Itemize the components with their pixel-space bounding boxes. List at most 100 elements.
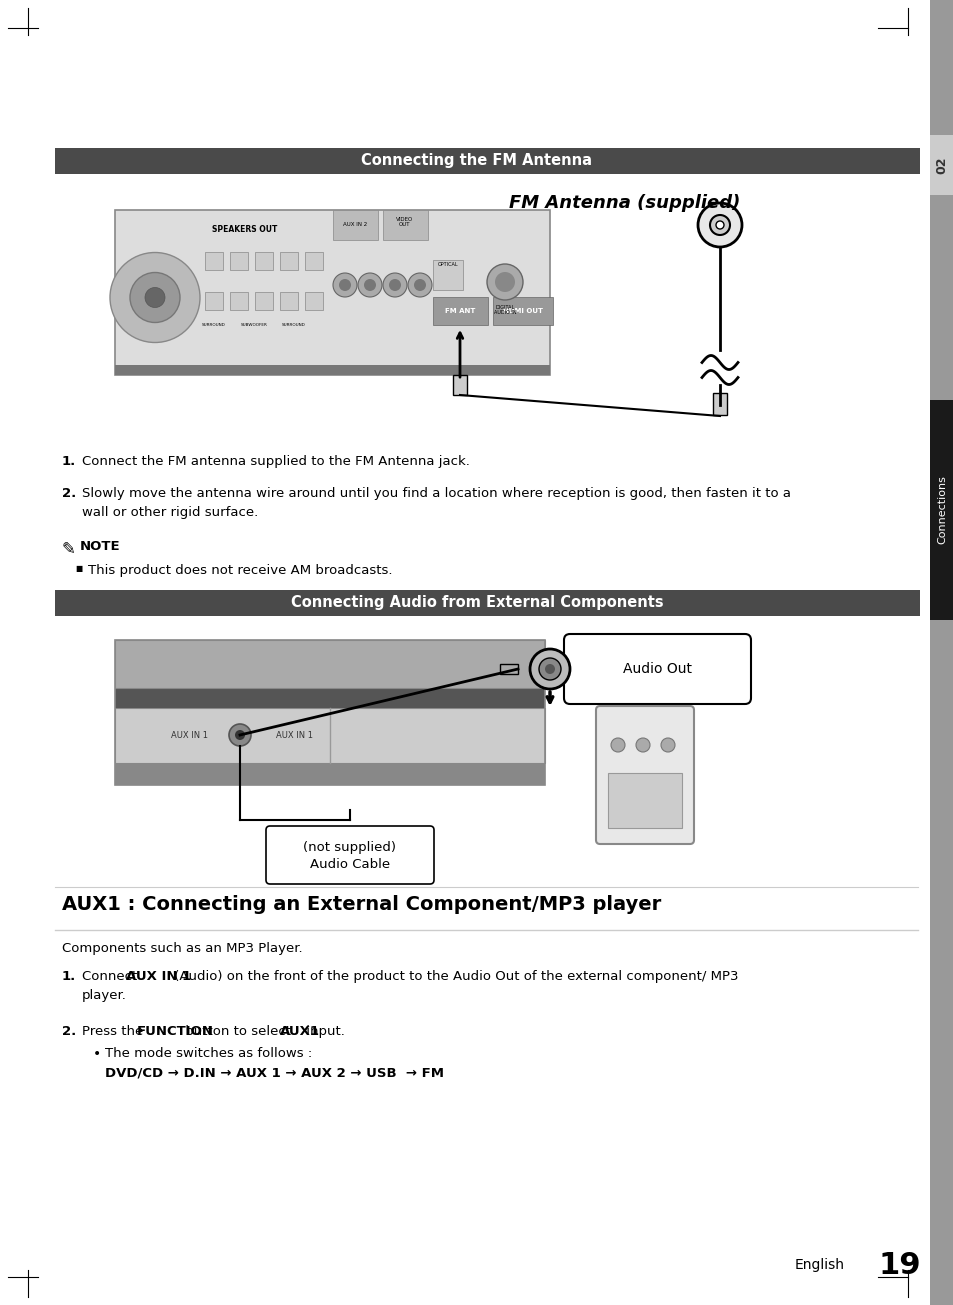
Text: Slowly move the antenna wire around until you find a location where reception is: Slowly move the antenna wire around unti… <box>82 487 790 500</box>
Circle shape <box>636 739 649 752</box>
Circle shape <box>145 287 165 308</box>
FancyBboxPatch shape <box>266 826 434 883</box>
Circle shape <box>333 273 356 298</box>
FancyBboxPatch shape <box>55 590 919 616</box>
Text: SUBWOOFER: SUBWOOFER <box>240 324 267 328</box>
Text: SPEAKERS OUT: SPEAKERS OUT <box>213 226 277 235</box>
Text: FM Antenna (supplied): FM Antenna (supplied) <box>509 194 740 211</box>
Text: 1.: 1. <box>62 970 76 983</box>
FancyBboxPatch shape <box>230 252 248 270</box>
FancyBboxPatch shape <box>929 134 953 194</box>
Text: Components such as an MP3 Player.: Components such as an MP3 Player. <box>62 942 302 955</box>
Text: ■: ■ <box>75 564 82 573</box>
Text: Audio Out: Audio Out <box>622 662 691 676</box>
Circle shape <box>538 658 560 680</box>
FancyBboxPatch shape <box>205 292 223 311</box>
FancyBboxPatch shape <box>305 252 323 270</box>
Text: Connections: Connections <box>936 475 946 544</box>
FancyBboxPatch shape <box>115 365 550 375</box>
FancyBboxPatch shape <box>712 393 726 415</box>
FancyBboxPatch shape <box>563 634 750 703</box>
Text: player.: player. <box>82 989 127 1002</box>
FancyBboxPatch shape <box>55 147 919 174</box>
Circle shape <box>364 279 375 291</box>
Text: 2.: 2. <box>62 1024 76 1037</box>
FancyBboxPatch shape <box>254 252 273 270</box>
Text: English: English <box>794 1258 844 1272</box>
FancyBboxPatch shape <box>115 639 544 688</box>
Text: AUX IN 1: AUX IN 1 <box>276 731 314 740</box>
FancyBboxPatch shape <box>305 292 323 311</box>
Circle shape <box>716 221 723 228</box>
Text: •: • <box>92 1047 101 1061</box>
FancyBboxPatch shape <box>433 260 462 290</box>
FancyBboxPatch shape <box>205 252 223 270</box>
Circle shape <box>357 273 381 298</box>
Text: SURROUND: SURROUND <box>202 324 226 328</box>
Text: 2.: 2. <box>62 487 76 500</box>
Circle shape <box>110 252 200 342</box>
Text: Audio Cable: Audio Cable <box>310 859 390 872</box>
FancyBboxPatch shape <box>493 298 553 325</box>
Text: FUNCTION: FUNCTION <box>137 1024 213 1037</box>
Text: 02: 02 <box>935 157 947 174</box>
Text: HDMI OUT: HDMI OUT <box>502 308 542 315</box>
Circle shape <box>698 204 741 247</box>
FancyBboxPatch shape <box>333 210 377 240</box>
Circle shape <box>229 724 251 746</box>
Text: OPTICAL: OPTICAL <box>437 262 457 268</box>
Circle shape <box>408 273 432 298</box>
Circle shape <box>660 739 675 752</box>
Text: 1.: 1. <box>62 455 76 468</box>
FancyBboxPatch shape <box>115 709 544 763</box>
FancyBboxPatch shape <box>929 401 953 620</box>
Text: AUX IN 1: AUX IN 1 <box>126 970 192 983</box>
Text: AUX IN 2: AUX IN 2 <box>342 222 367 227</box>
Circle shape <box>530 649 569 689</box>
FancyBboxPatch shape <box>596 706 693 844</box>
Text: FM ANT: FM ANT <box>444 308 475 315</box>
Text: wall or other rigid surface.: wall or other rigid surface. <box>82 506 258 519</box>
Text: Press the: Press the <box>82 1024 148 1037</box>
Text: 19: 19 <box>878 1250 921 1279</box>
Circle shape <box>130 273 180 322</box>
FancyBboxPatch shape <box>115 210 550 375</box>
Text: AUX1 : Connecting an External Component/MP3 player: AUX1 : Connecting an External Component/… <box>62 895 660 913</box>
FancyBboxPatch shape <box>929 0 953 1305</box>
Text: DVD/CD → D.IN → AUX 1 → AUX 2 → USB  → FM: DVD/CD → D.IN → AUX 1 → AUX 2 → USB → FM <box>105 1066 443 1079</box>
FancyBboxPatch shape <box>382 210 428 240</box>
Text: The mode switches as follows :: The mode switches as follows : <box>105 1047 312 1060</box>
Text: NOTE: NOTE <box>80 540 120 553</box>
FancyBboxPatch shape <box>499 664 517 673</box>
FancyBboxPatch shape <box>280 292 297 311</box>
FancyBboxPatch shape <box>254 292 273 311</box>
FancyBboxPatch shape <box>280 252 297 270</box>
Circle shape <box>610 739 624 752</box>
FancyBboxPatch shape <box>115 688 544 709</box>
Text: ✎: ✎ <box>62 540 76 559</box>
Text: AUX IN 1: AUX IN 1 <box>172 731 209 740</box>
Circle shape <box>414 279 426 291</box>
Text: Connecting the FM Antenna: Connecting the FM Antenna <box>361 154 592 168</box>
Text: Connect the FM antenna supplied to the FM Antenna jack.: Connect the FM antenna supplied to the F… <box>82 455 470 468</box>
Circle shape <box>709 215 729 235</box>
Text: This product does not receive AM broadcasts.: This product does not receive AM broadca… <box>88 564 392 577</box>
Text: (Audio) on the front of the product to the Audio Out of the external component/ : (Audio) on the front of the product to t… <box>170 970 738 983</box>
Text: VIDEO
OUT: VIDEO OUT <box>395 217 414 227</box>
Circle shape <box>389 279 400 291</box>
Text: (not supplied): (not supplied) <box>303 840 396 853</box>
FancyBboxPatch shape <box>115 763 544 786</box>
FancyBboxPatch shape <box>453 375 467 395</box>
Text: Connecting Audio from External Components: Connecting Audio from External Component… <box>291 595 662 611</box>
Circle shape <box>382 273 407 298</box>
Circle shape <box>338 279 351 291</box>
FancyBboxPatch shape <box>230 292 248 311</box>
Text: button to select: button to select <box>181 1024 295 1037</box>
Text: DIGITAL
AUDIO IN: DIGITAL AUDIO IN <box>493 304 516 316</box>
Circle shape <box>234 729 245 740</box>
FancyBboxPatch shape <box>433 298 488 325</box>
Circle shape <box>544 664 555 673</box>
Text: AUX1: AUX1 <box>280 1024 320 1037</box>
Text: input.: input. <box>302 1024 345 1037</box>
Circle shape <box>486 264 522 300</box>
